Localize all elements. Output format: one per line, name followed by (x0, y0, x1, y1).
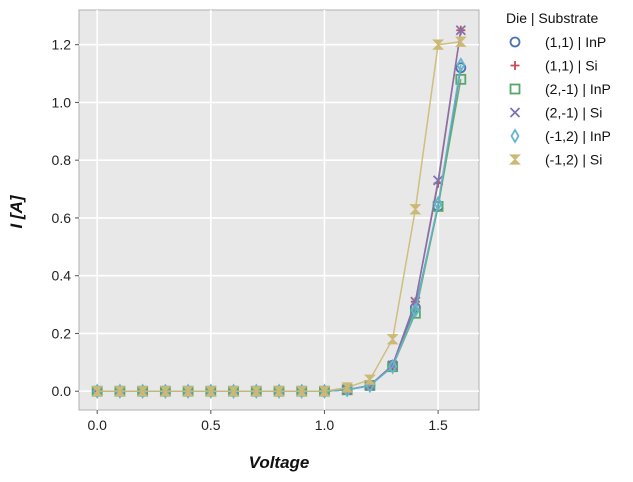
data-point (455, 73, 467, 85)
y-tick-label: 1.2 (52, 37, 72, 53)
data-point (295, 386, 308, 397)
legend-marker (509, 36, 521, 48)
data-point (341, 382, 354, 393)
x-tick-label: 0.0 (87, 417, 107, 433)
legend: Die | Substrate (1,1) | InP (1,1) | Si (2,… (506, 10, 611, 168)
x-tick-label: 1.0 (315, 417, 335, 433)
y-tick-label: 0.2 (52, 325, 72, 341)
legend-entry: (2,-1) | Si (545, 105, 602, 121)
data-point (250, 386, 263, 397)
y-axis-ticks: 0.0 0.2 0.4 0.6 0.8 1.0 1.2 (52, 37, 79, 399)
y-tick-label: 0.6 (52, 210, 72, 226)
data-point (363, 374, 376, 385)
data-point (409, 204, 422, 215)
data-point (432, 39, 445, 50)
data-point (410, 302, 420, 319)
data-point (204, 386, 217, 397)
x-axis-title: Voltage (249, 453, 310, 472)
y-tick-label: 0.0 (52, 383, 72, 399)
data-point (159, 386, 172, 397)
data-point (318, 386, 331, 397)
legend-marker (509, 107, 521, 118)
legend-entry: (2,-1) | InP (545, 81, 611, 97)
legend-entry: (1,1) | InP (545, 34, 606, 50)
y-tick-label: 1.0 (52, 94, 72, 110)
legend-marker (509, 154, 521, 165)
legend-entry: (1,1) | Si (545, 58, 598, 74)
legend-title: Die | Substrate (506, 10, 599, 26)
legend-entry: (-1,2) | Si (545, 152, 602, 168)
data-point (388, 358, 398, 375)
data-point (182, 386, 195, 397)
data-point (386, 334, 399, 345)
data-point (113, 386, 126, 397)
data-point (227, 386, 240, 397)
plot-background (78, 9, 480, 411)
data-point (433, 195, 443, 212)
plot-area (78, 9, 480, 411)
legend-marker (510, 128, 520, 144)
legend-marker (510, 61, 520, 70)
data-point (456, 57, 466, 73)
x-axis-ticks: 0.0 0.5 1.0 1.5 (87, 410, 448, 433)
legend-marker (509, 83, 521, 95)
y-tick-label: 0.4 (52, 268, 72, 284)
x-tick-label: 0.5 (201, 417, 221, 433)
legend-entry: (-1,2) | InP (545, 128, 611, 144)
data-point (455, 25, 466, 36)
data-point (91, 386, 104, 397)
x-tick-label: 1.5 (428, 417, 448, 433)
data-point (273, 386, 285, 397)
data-point (136, 386, 149, 397)
series-6 (91, 36, 467, 397)
y-tick-label: 0.8 (52, 152, 72, 168)
y-axis-title: I [A] (7, 194, 26, 228)
data-point (454, 36, 467, 47)
